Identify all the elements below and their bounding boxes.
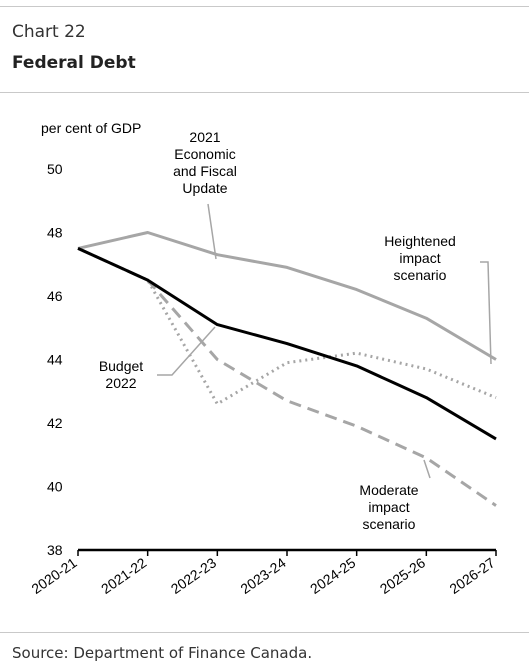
- x-tick-label-2024-25: 2024-25: [307, 554, 358, 597]
- y-tick-label-44: 44: [47, 352, 63, 368]
- y-tick-label-48: 48: [47, 225, 63, 241]
- series-label-heightened-impact-scenario: Heightened impact scenario: [384, 233, 456, 283]
- header-rule: [0, 92, 529, 93]
- y-tick-label-46: 46: [47, 288, 63, 304]
- line-chart: 2020-21 2021-22 2022-23 2023-24 2024-25 2025-…: [28, 120, 497, 597]
- series-line-moderate-impact-scenario: [77, 247, 497, 507]
- axes: 2020-21 2021-22 2022-23 2023-24 2024-25 2025-…: [28, 161, 497, 597]
- leader-line-moderate-impact-scenario: [423, 459, 431, 479]
- x-tick-label-2025-26: 2025-26: [377, 554, 428, 597]
- series-label-moderate-impact-scenario: Moderate impact scenario: [359, 482, 418, 532]
- leader-line-heightened-impact-scenario: [480, 261, 492, 365]
- series-line-budget-2022: [77, 247, 497, 441]
- chart-title: Federal Debt: [12, 53, 136, 73]
- label-leader-lines: [157, 203, 492, 479]
- y-axis-label: per cent of GDP: [41, 120, 141, 136]
- chart-number: Chart 22: [12, 22, 86, 42]
- x-tick-label-2021-22: 2021-22: [98, 554, 149, 597]
- y-tick-label-50: 50: [47, 161, 63, 177]
- y-tick-label-42: 42: [47, 415, 63, 431]
- y-tick-label-40: 40: [47, 479, 63, 495]
- x-tick-label-2022-23: 2022-23: [168, 554, 219, 597]
- leader-line-budget-2022: [157, 326, 216, 376]
- series-line-2021-economic-and-fiscal-update: [77, 231, 497, 361]
- series-label-budget-2022: Budget 2022: [99, 358, 143, 391]
- source-note: Source: Department of Finance Canada.: [12, 644, 313, 662]
- footer-rule: [0, 632, 529, 633]
- y-tick-label-38: 38: [47, 542, 63, 558]
- series-label-2021-economic-and-fiscal-update: 2021 Economic and Fiscal Update: [173, 129, 237, 196]
- series-lines: [77, 231, 497, 507]
- x-tick-label-2026-27: 2026-27: [446, 554, 497, 597]
- leader-line-2021-economic-and-fiscal-update: [207, 203, 217, 260]
- top-rule: [0, 6, 529, 7]
- series-labels: 2021 Economic and Fiscal Update Budget 2022 He…: [99, 129, 456, 532]
- x-tick-label-2020-21: 2020-21: [28, 554, 79, 597]
- x-tick-label-2023-24: 2023-24: [237, 554, 288, 597]
